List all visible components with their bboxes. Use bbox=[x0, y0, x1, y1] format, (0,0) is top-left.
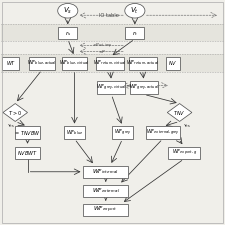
Text: $TNV$: $TNV$ bbox=[173, 108, 186, 117]
FancyBboxPatch shape bbox=[64, 126, 85, 139]
Text: $NVBWT$: $NVBWT$ bbox=[17, 149, 38, 157]
Polygon shape bbox=[3, 104, 27, 122]
Bar bbox=[1, 54, 224, 72]
Text: $T>0$: $T>0$ bbox=[8, 108, 22, 117]
Text: IO table: IO table bbox=[99, 13, 119, 18]
FancyBboxPatch shape bbox=[62, 57, 87, 70]
FancyBboxPatch shape bbox=[83, 166, 128, 178]
Text: $V_s$: $V_s$ bbox=[63, 6, 72, 16]
Text: $WT$: $WT$ bbox=[6, 59, 16, 67]
Text: $WF_{grey,virtual}$: $WF_{grey,virtual}$ bbox=[96, 83, 127, 93]
Text: $WF_{return,virtual}$: $WF_{return,virtual}$ bbox=[93, 59, 127, 68]
Text: Yes: Yes bbox=[184, 124, 191, 128]
Text: $WF_{blue,virtual}$: $WF_{blue,virtual}$ bbox=[59, 59, 90, 68]
Text: $WF_{grey,actual}$: $WF_{grey,actual}$ bbox=[129, 83, 159, 93]
Text: $\times P_{out,imp}$: $\times P_{out,imp}$ bbox=[92, 41, 112, 50]
Text: $NV$: $NV$ bbox=[168, 59, 178, 67]
Polygon shape bbox=[167, 104, 192, 122]
Text: $WF_{internal}$: $WF_{internal}$ bbox=[92, 167, 119, 176]
Text: $WF_{grey}$: $WF_{grey}$ bbox=[114, 128, 131, 138]
FancyBboxPatch shape bbox=[168, 147, 200, 159]
FancyBboxPatch shape bbox=[83, 185, 128, 197]
FancyBboxPatch shape bbox=[129, 57, 157, 70]
Text: $WF_{return,actual}$: $WF_{return,actual}$ bbox=[126, 59, 159, 68]
FancyBboxPatch shape bbox=[29, 57, 55, 70]
Text: $V_t$: $V_t$ bbox=[130, 6, 139, 16]
Text: $WF_{external,grey}$: $WF_{external,grey}$ bbox=[146, 128, 180, 138]
Text: $WF_{export,g}$: $WF_{export,g}$ bbox=[171, 148, 197, 158]
FancyBboxPatch shape bbox=[112, 126, 133, 139]
FancyBboxPatch shape bbox=[97, 81, 125, 94]
Text: $r_s$: $r_s$ bbox=[65, 29, 71, 38]
Text: $r_t$: $r_t$ bbox=[132, 29, 138, 38]
Text: $=TNVBW$: $=TNVBW$ bbox=[14, 129, 41, 137]
FancyBboxPatch shape bbox=[2, 57, 19, 70]
Ellipse shape bbox=[125, 4, 145, 18]
FancyBboxPatch shape bbox=[58, 27, 77, 39]
FancyBboxPatch shape bbox=[96, 57, 124, 70]
Text: $\times P$: $\times P$ bbox=[98, 48, 106, 55]
Text: $WF_{external}$: $WF_{external}$ bbox=[92, 186, 120, 195]
Text: $WF_{blue,actual}$: $WF_{blue,actual}$ bbox=[27, 59, 57, 68]
FancyBboxPatch shape bbox=[15, 147, 40, 159]
FancyBboxPatch shape bbox=[83, 204, 128, 216]
Ellipse shape bbox=[58, 4, 78, 18]
FancyBboxPatch shape bbox=[146, 126, 180, 139]
FancyBboxPatch shape bbox=[15, 126, 40, 139]
Text: $WF_{export}$: $WF_{export}$ bbox=[93, 205, 118, 215]
Text: Yes: Yes bbox=[8, 124, 15, 128]
Bar bbox=[1, 24, 224, 41]
FancyBboxPatch shape bbox=[130, 81, 158, 94]
Text: $\times k$: $\times k$ bbox=[125, 82, 133, 89]
FancyBboxPatch shape bbox=[166, 57, 180, 70]
Text: $WF_{blue}$: $WF_{blue}$ bbox=[66, 128, 83, 137]
FancyBboxPatch shape bbox=[125, 27, 144, 39]
